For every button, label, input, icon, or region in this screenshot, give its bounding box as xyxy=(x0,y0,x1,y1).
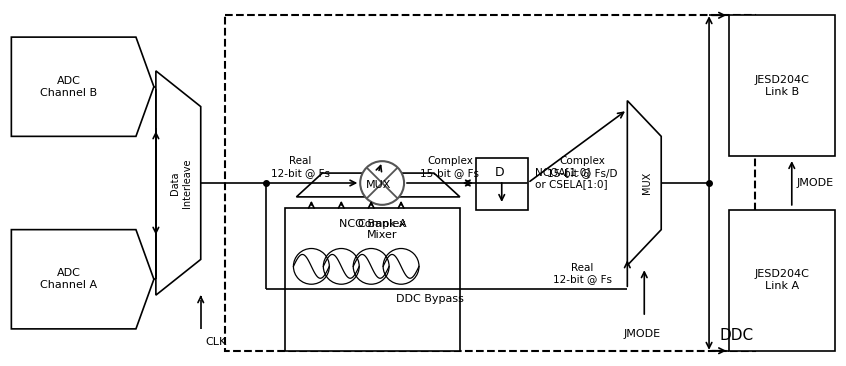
Text: Complex
15-bit @ Fs: Complex 15-bit @ Fs xyxy=(420,156,480,178)
Text: Real
12-bit @ Fs: Real 12-bit @ Fs xyxy=(271,156,330,178)
Polygon shape xyxy=(628,101,662,265)
Polygon shape xyxy=(11,37,154,137)
Bar xyxy=(729,210,835,351)
Polygon shape xyxy=(156,71,201,295)
Circle shape xyxy=(360,161,404,205)
Text: JESD204C
Link A: JESD204C Link A xyxy=(755,269,810,291)
Text: JESD204C
Link B: JESD204C Link B xyxy=(755,75,810,97)
Bar xyxy=(729,15,835,156)
Text: Data
Interleave: Data Interleave xyxy=(171,158,192,208)
Text: D: D xyxy=(495,165,504,179)
Text: NCOA[1:0]
or CSELA[1:0]: NCOA[1:0] or CSELA[1:0] xyxy=(535,167,607,189)
Polygon shape xyxy=(296,173,460,197)
Text: MUX: MUX xyxy=(642,172,652,194)
Text: NCO Bank A: NCO Bank A xyxy=(339,219,406,229)
Bar xyxy=(285,208,460,351)
Text: ADC
Channel A: ADC Channel A xyxy=(40,269,97,290)
Text: JMODE: JMODE xyxy=(797,178,834,188)
Bar xyxy=(225,15,755,351)
Text: MUX: MUX xyxy=(365,180,391,190)
Text: Real
12-bit @ Fs: Real 12-bit @ Fs xyxy=(553,263,612,284)
Bar xyxy=(475,158,528,210)
Text: DDC Bypass: DDC Bypass xyxy=(396,294,464,304)
Text: Complex
15-bit @ Fs/D: Complex 15-bit @ Fs/D xyxy=(547,156,618,178)
Text: Complex
Mixer: Complex Mixer xyxy=(358,219,407,240)
Polygon shape xyxy=(11,229,154,329)
Text: JMODE: JMODE xyxy=(624,329,661,339)
Text: DDC: DDC xyxy=(719,328,753,343)
Text: CLK: CLK xyxy=(206,337,227,347)
Text: ADC
Channel B: ADC Channel B xyxy=(40,76,97,97)
